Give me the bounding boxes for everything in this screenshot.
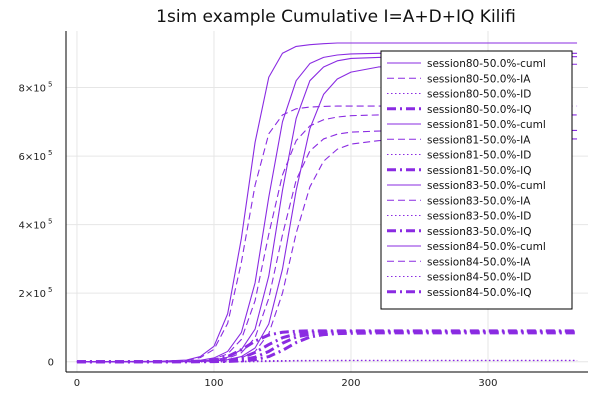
- legend-label: session81-50.0%-IQ: [427, 165, 532, 177]
- legend: session80-50.0%-cuml session80-50.0%-IA se…: [380, 50, 573, 310]
- legend-box: [380, 50, 573, 310]
- x-tick-label: 300: [478, 378, 497, 389]
- legend-label: session83-50.0%-IA: [427, 195, 531, 207]
- series-line-2: [76, 105, 578, 363]
- legend-label: session80-50.0%-IQ: [427, 104, 532, 116]
- legend-label: session80-50.0%-cuml: [427, 58, 546, 70]
- legend-label: session81-50.0%-cuml: [427, 119, 546, 131]
- x-tick-label: 100: [204, 378, 223, 389]
- y-tick-exponent: 5: [48, 81, 52, 89]
- series-line-15: [76, 359, 578, 363]
- legend-label: session84-50.0%-cuml: [427, 241, 546, 253]
- chart-title: 1sim example Cumulative I=A+D+IQ Kilifi: [156, 7, 516, 27]
- legend-label: session83-50.0%-ID: [427, 211, 531, 223]
- x-tick-label: 0: [74, 378, 80, 389]
- legend-label: session83-50.0%-cuml: [427, 180, 546, 192]
- y-tick-exponent: 5: [48, 286, 52, 294]
- legend-label: session80-50.0%-IA: [427, 73, 531, 85]
- series-line-12: [76, 330, 578, 364]
- y-tick-label: 6×10: [19, 152, 46, 163]
- legend-label: session84-50.0%-IQ: [427, 287, 532, 299]
- legend-label: session81-50.0%-ID: [427, 150, 531, 162]
- legend-label: session84-50.0%-IA: [427, 256, 531, 268]
- y-tick-exponent: 5: [48, 218, 52, 226]
- y-tick-label: 4×10: [19, 221, 46, 232]
- legend-label: session80-50.0%-ID: [427, 89, 531, 101]
- series-line-1: [76, 42, 578, 363]
- y-tick-label: 0: [48, 358, 54, 369]
- series-line-16: [76, 331, 578, 364]
- series-layer: [76, 42, 578, 364]
- legend-label: session84-50.0%-ID: [427, 272, 531, 284]
- x-tick-label: 200: [341, 378, 360, 389]
- legend-label: session81-50.0%-IA: [427, 134, 531, 146]
- series-line-8: [76, 330, 578, 364]
- y-tick-label: 8×10: [19, 84, 46, 95]
- y-tick-exponent: 5: [48, 149, 52, 157]
- y-tick-label: 2×10: [19, 289, 46, 300]
- legend-label: session83-50.0%-IQ: [427, 226, 532, 238]
